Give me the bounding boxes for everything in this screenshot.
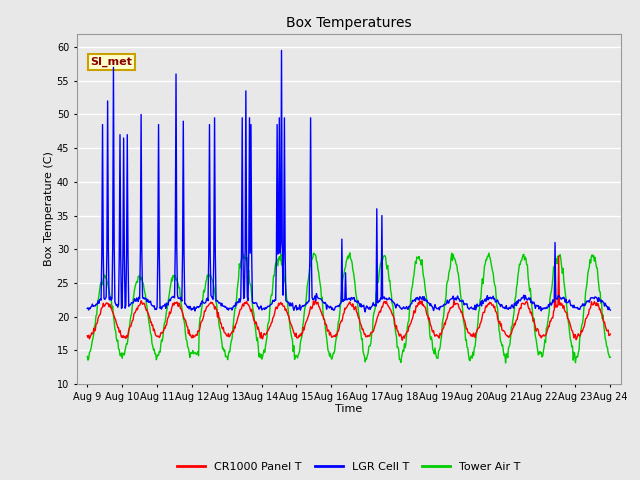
LGR Cell T	[429, 305, 436, 311]
Tower Air T	[83, 354, 91, 360]
Tower Air T	[346, 250, 354, 256]
CR1000 Panel T	[607, 331, 614, 337]
LGR Cell T	[413, 295, 421, 300]
Line: Tower Air T: Tower Air T	[87, 253, 611, 363]
CR1000 Panel T	[399, 337, 406, 343]
Y-axis label: Box Temperature (C): Box Temperature (C)	[44, 151, 54, 266]
CR1000 Panel T	[93, 321, 100, 326]
LGR Cell T	[362, 309, 369, 315]
LGR Cell T	[93, 301, 100, 307]
Text: SI_met: SI_met	[90, 57, 132, 67]
LGR Cell T	[278, 48, 285, 53]
X-axis label: Time: Time	[335, 405, 362, 414]
Tower Air T	[147, 331, 154, 336]
LGR Cell T	[83, 305, 91, 311]
LGR Cell T	[227, 305, 235, 311]
Tower Air T	[93, 312, 100, 318]
Tower Air T	[413, 254, 420, 260]
Title: Box Temperatures: Box Temperatures	[286, 16, 412, 30]
Tower Air T	[200, 288, 207, 293]
CR1000 Panel T	[147, 319, 154, 325]
Legend: CR1000 Panel T, LGR Cell T, Tower Air T: CR1000 Panel T, LGR Cell T, Tower Air T	[173, 457, 525, 477]
CR1000 Panel T	[555, 253, 563, 259]
Tower Air T	[428, 338, 436, 344]
Tower Air T	[607, 354, 614, 360]
CR1000 Panel T	[83, 333, 91, 339]
LGR Cell T	[147, 298, 154, 304]
LGR Cell T	[607, 307, 614, 313]
Line: CR1000 Panel T: CR1000 Panel T	[87, 256, 611, 340]
CR1000 Panel T	[428, 328, 436, 334]
LGR Cell T	[200, 300, 207, 306]
Line: LGR Cell T: LGR Cell T	[87, 50, 611, 312]
Tower Air T	[227, 338, 235, 344]
CR1000 Panel T	[413, 304, 420, 310]
CR1000 Panel T	[227, 330, 235, 336]
Tower Air T	[502, 360, 509, 366]
CR1000 Panel T	[200, 313, 207, 319]
